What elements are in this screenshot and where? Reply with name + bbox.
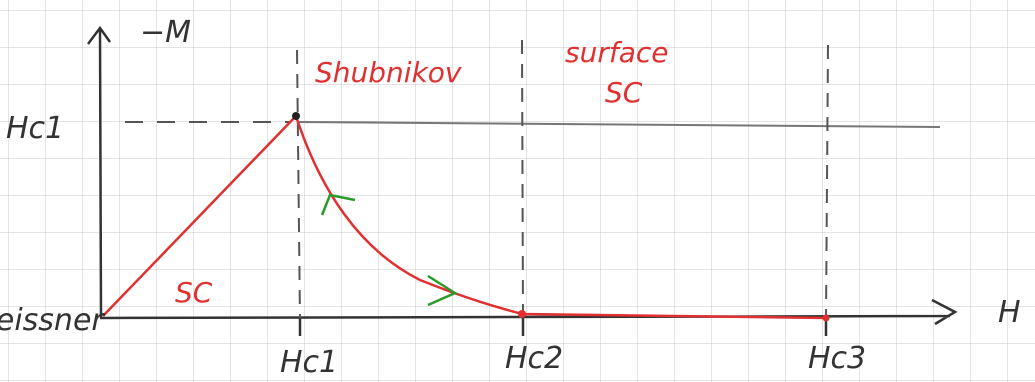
x-mark-label: Hc1: [280, 345, 338, 380]
region-label: surface: [565, 36, 668, 69]
region-label: SC: [605, 76, 643, 109]
hc1-point: [292, 112, 300, 120]
y-level-label: Hc1: [6, 111, 64, 146]
hc3-point: [823, 315, 830, 322]
region-label: SC: [175, 276, 213, 309]
x-mark-label: Hc2: [505, 341, 563, 376]
sketch: −M Hc1 H Hc1 Hc2 Hc3 Meissner SC Shubnik…: [0, 0, 1035, 382]
paper-grid: [0, 0, 1035, 382]
region-label: Shubnikov: [315, 56, 462, 89]
y-axis-label: −M: [140, 15, 191, 50]
hc2-point: [518, 310, 526, 318]
x-mark-label: Hc3: [808, 341, 866, 376]
x-axis-label: H: [998, 295, 1021, 330]
region-label: Meissner: [0, 303, 105, 338]
